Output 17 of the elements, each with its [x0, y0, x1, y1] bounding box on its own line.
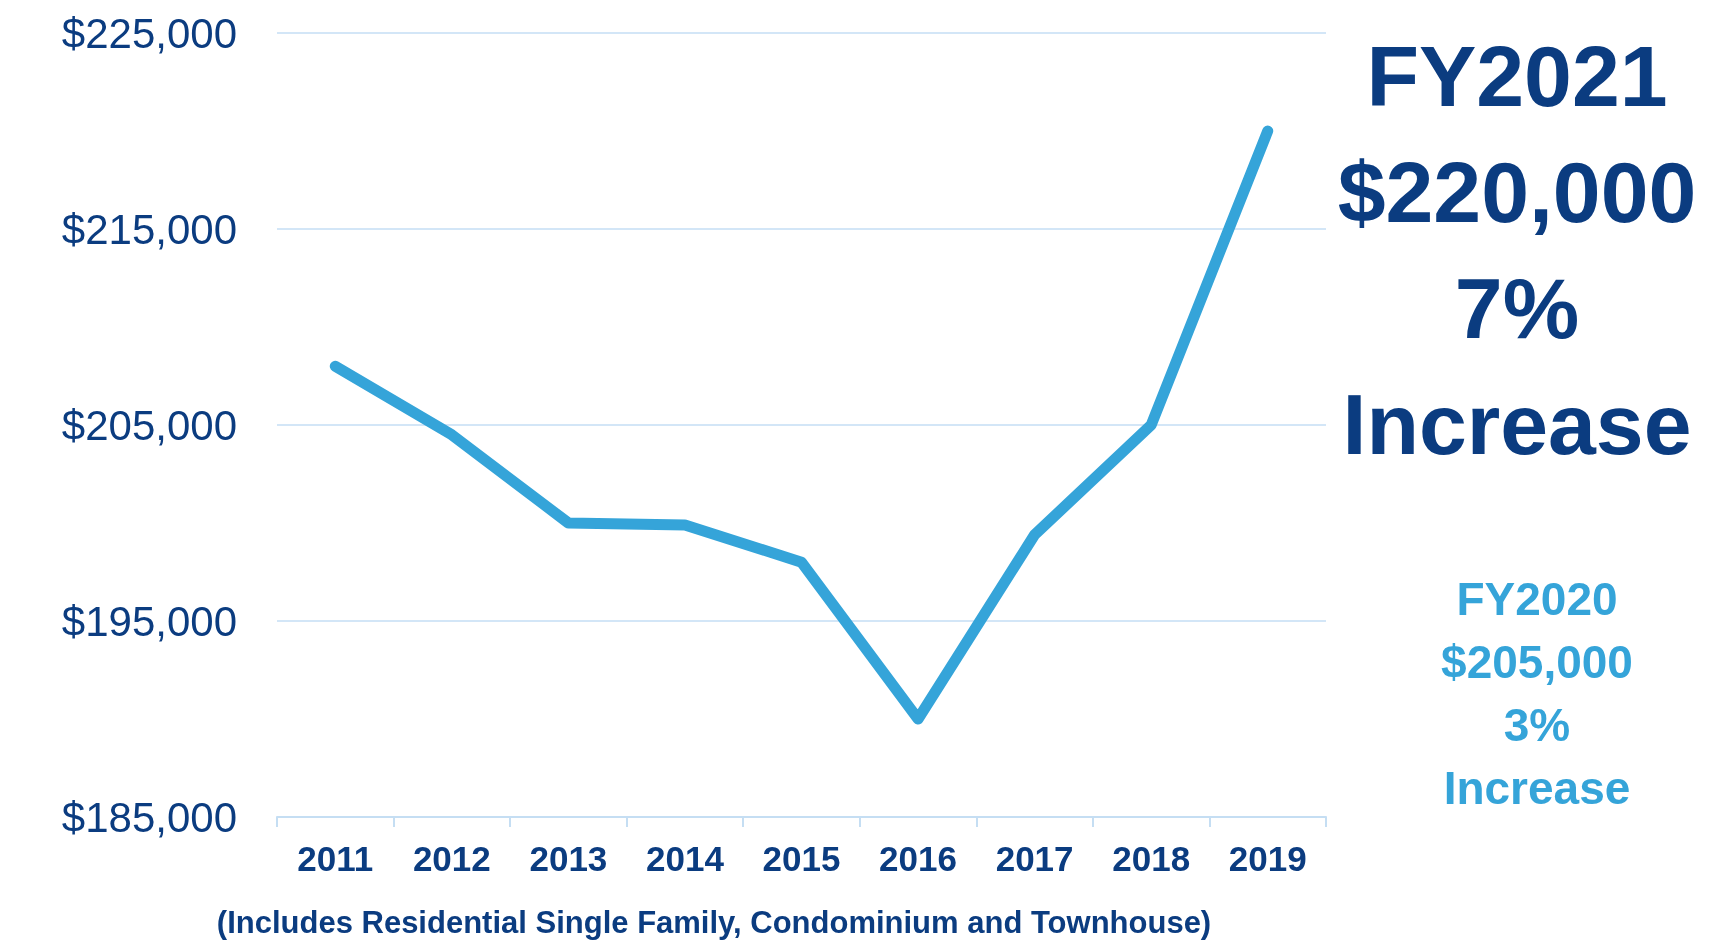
- x-tick-label: 2012: [412, 839, 491, 878]
- x-tick-label: 2015: [762, 839, 841, 878]
- y-tick-label: $205,000: [61, 401, 237, 449]
- x-tick-label: 2014: [646, 839, 725, 878]
- x-tick-label: 2019: [1228, 839, 1307, 878]
- x-tick-label: 2013: [529, 839, 608, 878]
- text: FY2021 $220,000 7% Increase: [1337, 28, 1697, 472]
- x-tick-label: 2011: [297, 839, 374, 878]
- x-tick-label: 2018: [1112, 839, 1191, 878]
- y-tick-label: $185,000: [61, 793, 237, 841]
- text: FY2020 $205,000 3% Increase: [1441, 572, 1633, 814]
- y-tick-label: $215,000: [61, 205, 237, 253]
- x-tick-label: 2017: [995, 839, 1074, 878]
- text: (Includes Residential Single Family, Condominium and Townhouse): [216, 904, 1212, 940]
- y-tick-label: $195,000: [61, 597, 237, 645]
- x-tick-label: 2016: [879, 839, 957, 878]
- y-tick-label: $225,000: [61, 9, 237, 57]
